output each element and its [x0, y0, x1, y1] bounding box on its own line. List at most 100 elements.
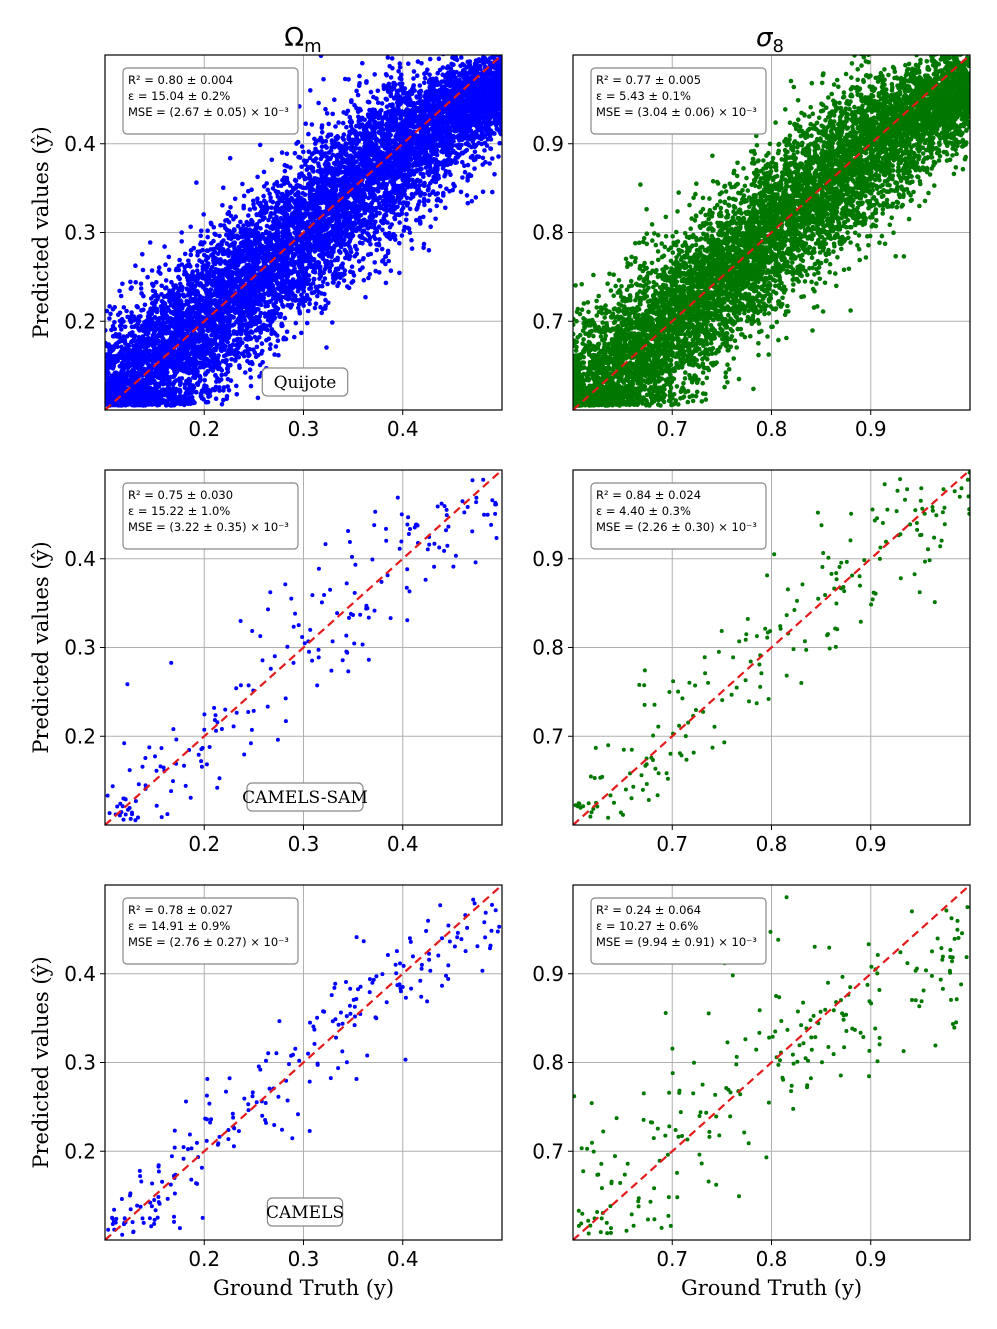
- data-point: [186, 258, 191, 264]
- data-point: [400, 91, 406, 96]
- data-point: [398, 49, 403, 54]
- data-point: [276, 352, 281, 358]
- x-tick-label: 0.4: [387, 417, 419, 441]
- data-point: [255, 395, 261, 401]
- data-point: [228, 205, 233, 210]
- data-point: [406, 61, 411, 66]
- data-point: [257, 362, 263, 368]
- data-point: [149, 268, 155, 273]
- data-point: [282, 315, 288, 321]
- data-point: [460, 175, 465, 180]
- data-point: [444, 186, 449, 192]
- data-point: [301, 303, 306, 308]
- data-point: [248, 383, 254, 389]
- data-point: [293, 320, 299, 326]
- data-point: [284, 151, 290, 157]
- data-point: [148, 296, 154, 301]
- data-point: [465, 200, 471, 206]
- data-point: [480, 162, 486, 167]
- column-title-omega-m: Ωm: [284, 23, 321, 57]
- data-point: [195, 253, 200, 258]
- data-point: [346, 77, 351, 82]
- data-point: [299, 144, 305, 149]
- column-title-sigma-8: σ8: [756, 23, 784, 57]
- data-point: [230, 323, 236, 328]
- data-point: [464, 147, 470, 153]
- data-point: [267, 191, 272, 196]
- data-point: [397, 220, 402, 225]
- data-point: [332, 243, 337, 249]
- data-point: [219, 402, 225, 407]
- data-point: [163, 278, 169, 283]
- data-point: [232, 196, 238, 202]
- data-point: [472, 166, 477, 171]
- data-point: [159, 283, 164, 289]
- data-point: [385, 55, 391, 60]
- data-point: [112, 326, 118, 332]
- data-point: [363, 294, 368, 300]
- data-point: [218, 223, 223, 228]
- data-point: [436, 56, 442, 61]
- data-point: [389, 50, 394, 55]
- data-point: [226, 388, 232, 393]
- data-point: [311, 276, 317, 282]
- data-point: [377, 270, 382, 275]
- data-point: [465, 162, 471, 168]
- y-tick-label: 0.4: [64, 132, 96, 156]
- data-point: [139, 291, 144, 296]
- data-point: [219, 368, 225, 373]
- data-point: [387, 224, 393, 230]
- data-point: [297, 309, 302, 314]
- x-tick-label: 0.2: [188, 417, 220, 441]
- data-point: [342, 76, 348, 82]
- data-point: [341, 278, 347, 283]
- data-point: [433, 216, 438, 222]
- data-point: [254, 338, 260, 343]
- data-point: [494, 40, 499, 45]
- data-point: [217, 385, 222, 390]
- data-point: [306, 131, 311, 137]
- data-point: [261, 184, 267, 189]
- data-point: [177, 276, 182, 282]
- data-point: [225, 376, 231, 382]
- data-point: [169, 279, 174, 285]
- data-point: [202, 378, 207, 383]
- x-tick-label: 0.3: [288, 417, 320, 441]
- data-point: [248, 375, 254, 380]
- data-point: [368, 251, 374, 257]
- data-point: [124, 308, 129, 314]
- data-point: [237, 363, 242, 368]
- data-point: [498, 128, 502, 133]
- data-point: [459, 55, 464, 60]
- data-point: [194, 263, 200, 268]
- data-point: [163, 262, 168, 268]
- data-point: [386, 258, 392, 264]
- scatter-points: [105, 37, 503, 408]
- data-point: [319, 310, 325, 316]
- data-point: [356, 259, 362, 264]
- data-point: [462, 163, 467, 169]
- data-point: [475, 37, 480, 42]
- data-point: [427, 208, 433, 213]
- data-point: [134, 304, 140, 309]
- data-point: [272, 352, 277, 357]
- data-point: [347, 114, 353, 120]
- data-point: [304, 320, 310, 326]
- data-point: [138, 281, 144, 287]
- data-point: [188, 252, 194, 258]
- data-point: [476, 49, 481, 54]
- data-point: [246, 213, 251, 218]
- data-point: [208, 267, 213, 273]
- data-point: [312, 136, 317, 142]
- data-point: [403, 217, 409, 223]
- data-point: [426, 248, 432, 253]
- data-point: [364, 180, 370, 185]
- data-point: [253, 223, 259, 228]
- y-tick-label: 0.3: [64, 221, 96, 245]
- data-point: [497, 140, 502, 146]
- data-point: [401, 228, 407, 233]
- data-point: [498, 37, 503, 42]
- data-point: [333, 124, 338, 129]
